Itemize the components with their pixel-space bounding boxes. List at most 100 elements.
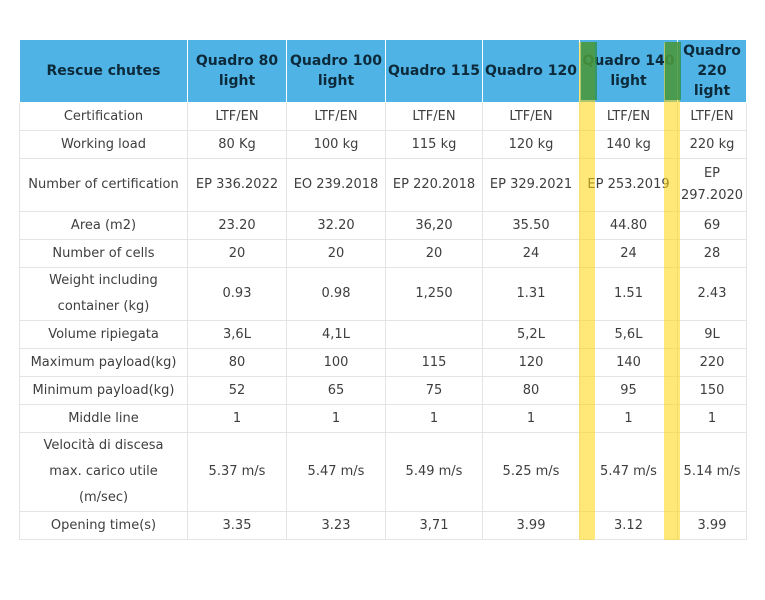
table-cell: 1: [482, 404, 580, 433]
table-cell: 1: [187, 404, 287, 433]
table-cell: LTF/EN: [579, 102, 678, 131]
table-row: Number of certification EP 336.2022 EO 2…: [19, 158, 747, 212]
table-cell: LTF/EN: [385, 102, 483, 131]
table-cell: 3.35: [187, 511, 287, 540]
table-cell: 5.25 m/s: [482, 432, 580, 512]
table-cell: 20: [385, 239, 483, 268]
table-cell: 3,71: [385, 511, 483, 540]
table-cell: 44.80: [579, 211, 678, 240]
table-row: Middle line 1 1 1 1 1 1: [19, 404, 747, 433]
table-cell: 23.20: [187, 211, 287, 240]
table-cell: 80: [187, 348, 287, 377]
row-label: Velocità di discesa max. carico utile (m…: [19, 432, 188, 512]
table-cell: 24: [482, 239, 580, 268]
table-cell: 36,20: [385, 211, 483, 240]
table-cell: [385, 320, 483, 349]
table-cell: 9L: [677, 320, 747, 349]
table-cell: 3.23: [286, 511, 386, 540]
table-cell: 1: [286, 404, 386, 433]
table-cell: LTF/EN: [677, 102, 747, 131]
table-cell: 5.47 m/s: [286, 432, 386, 512]
table-cell: 1,250: [385, 267, 483, 321]
table-cell: 80: [482, 376, 580, 405]
table-cell: 220: [677, 348, 747, 377]
header-cell-quadro-140-light: Quadro 140 light: [579, 39, 678, 103]
table-cell: 3.99: [482, 511, 580, 540]
table-cell: 115 kg: [385, 130, 483, 159]
table-row: Volume ripiegata 3,6L 4,1L 5,2L 5,6L 9L: [19, 320, 747, 349]
row-label: Weight including container (kg): [19, 267, 188, 321]
table-cell: 65: [286, 376, 386, 405]
table-cell: 1.31: [482, 267, 580, 321]
table-cell: 5.37 m/s: [187, 432, 287, 512]
table-cell: 24: [579, 239, 678, 268]
row-label: Minimum payload(kg): [19, 376, 188, 405]
table-cell: 140: [579, 348, 678, 377]
table-cell: 140 kg: [579, 130, 678, 159]
table-cell: 28: [677, 239, 747, 268]
table-cell: EO 239.2018: [286, 158, 386, 212]
rescue-chutes-table: Rescue chutes Quadro 80 light Quadro 100…: [19, 39, 747, 540]
table-cell: 100 kg: [286, 130, 386, 159]
table-row: Maximum payload(kg) 80 100 115 120 140 2…: [19, 348, 747, 377]
table-cell: EP 329.2021: [482, 158, 580, 212]
table-cell: 95: [579, 376, 678, 405]
table-row: Number of cells 20 20 20 24 24 28: [19, 239, 747, 268]
table-cell: 120 kg: [482, 130, 580, 159]
row-label: Working load: [19, 130, 188, 159]
header-cell-quadro-80-light: Quadro 80 light: [187, 39, 287, 103]
table-cell: 5.49 m/s: [385, 432, 483, 512]
table-cell: 5,2L: [482, 320, 580, 349]
table-cell: LTF/EN: [187, 102, 287, 131]
table-cell: EP 336.2022: [187, 158, 287, 212]
table-cell: 75: [385, 376, 483, 405]
table-cell: 1: [677, 404, 747, 433]
table-cell: 0.93: [187, 267, 287, 321]
table-row: Opening time(s) 3.35 3.23 3,71 3.99 3.12…: [19, 511, 747, 540]
table-cell: 120: [482, 348, 580, 377]
header-cell-quadro-220-light: Quadro 220 light: [677, 39, 747, 103]
row-label: Number of cells: [19, 239, 188, 268]
header-row: Rescue chutes Quadro 80 light Quadro 100…: [19, 39, 747, 103]
table-cell: 20: [286, 239, 386, 268]
table-cell: 1.51: [579, 267, 678, 321]
table-cell: LTF/EN: [482, 102, 580, 131]
table-cell: 2.43: [677, 267, 747, 321]
table-cell: EP 253.2019: [579, 158, 678, 212]
table-cell: 32.20: [286, 211, 386, 240]
table-cell: EP 220.2018: [385, 158, 483, 212]
table-cell: 69: [677, 211, 747, 240]
table-cell: 115: [385, 348, 483, 377]
row-label: Number of certification: [19, 158, 188, 212]
table-cell: 220 kg: [677, 130, 747, 159]
table-cell: 1: [579, 404, 678, 433]
table-cell: LTF/EN: [286, 102, 386, 131]
header-cell-quadro-115: Quadro 115: [385, 39, 483, 103]
table-row: Velocità di discesa max. carico utile (m…: [19, 432, 747, 512]
table-cell: 3.12: [579, 511, 678, 540]
table-cell: 150: [677, 376, 747, 405]
table-cell: 4,1L: [286, 320, 386, 349]
row-label: Volume ripiegata: [19, 320, 188, 349]
table-cell: 5.14 m/s: [677, 432, 747, 512]
table-row: Area (m2) 23.20 32.20 36,20 35.50 44.80 …: [19, 211, 747, 240]
table-cell: 5,6L: [579, 320, 678, 349]
table-cell: 1: [385, 404, 483, 433]
table-cell: 52: [187, 376, 287, 405]
header-cell-quadro-120: Quadro 120: [482, 39, 580, 103]
table-cell: 20: [187, 239, 287, 268]
table-cell: 5.47 m/s: [579, 432, 678, 512]
table-row: Weight including container (kg) 0.93 0.9…: [19, 267, 747, 321]
table-cell: 100: [286, 348, 386, 377]
row-label: Area (m2): [19, 211, 188, 240]
table-cell: 3.99: [677, 511, 747, 540]
row-label: Certification: [19, 102, 188, 131]
table-row: Certification LTF/EN LTF/EN LTF/EN LTF/E…: [19, 102, 747, 131]
row-label: Opening time(s): [19, 511, 188, 540]
table-cell: 80 Kg: [187, 130, 287, 159]
row-label: Maximum payload(kg): [19, 348, 188, 377]
header-cell-quadro-100-light: Quadro 100 light: [286, 39, 386, 103]
table-row: Minimum payload(kg) 52 65 75 80 95 150: [19, 376, 747, 405]
table-cell: 35.50: [482, 211, 580, 240]
table-cell: EP 297.2020: [677, 158, 747, 212]
